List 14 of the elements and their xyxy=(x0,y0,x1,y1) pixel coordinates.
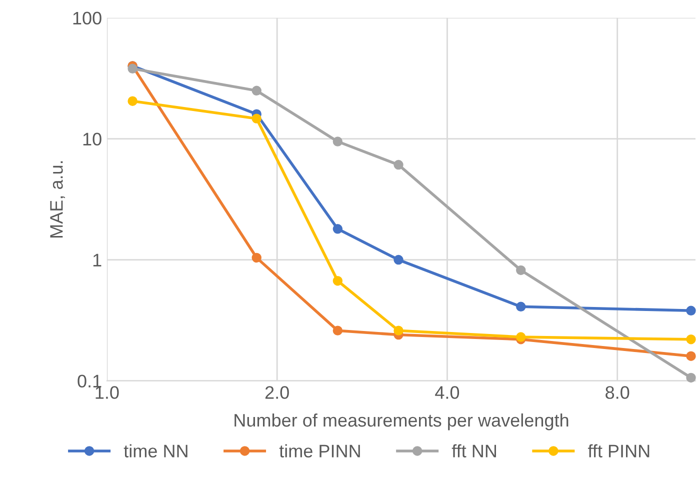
x-tick-label: 4.0 xyxy=(435,386,460,399)
legend-label: time PINN xyxy=(279,444,360,458)
legend-label: time NN xyxy=(124,444,188,458)
y-axis-title: MAE, a.u. xyxy=(50,161,65,238)
y-tick-label: 0.1 xyxy=(78,374,102,388)
x-tick-label: 2.0 xyxy=(265,386,289,399)
x-tick-label: 8.0 xyxy=(606,386,630,399)
y-tick-label: 100 xyxy=(73,12,102,25)
y-tick-label: 10 xyxy=(83,132,102,146)
x-axis-title: Number of measurements per wavelength xyxy=(234,413,568,430)
y-tick-label: 1 xyxy=(93,254,102,266)
legend-label: fft PINN xyxy=(588,444,650,458)
x-tick-label: 1.0 xyxy=(96,386,119,399)
legend-label: fft NN xyxy=(452,444,496,458)
